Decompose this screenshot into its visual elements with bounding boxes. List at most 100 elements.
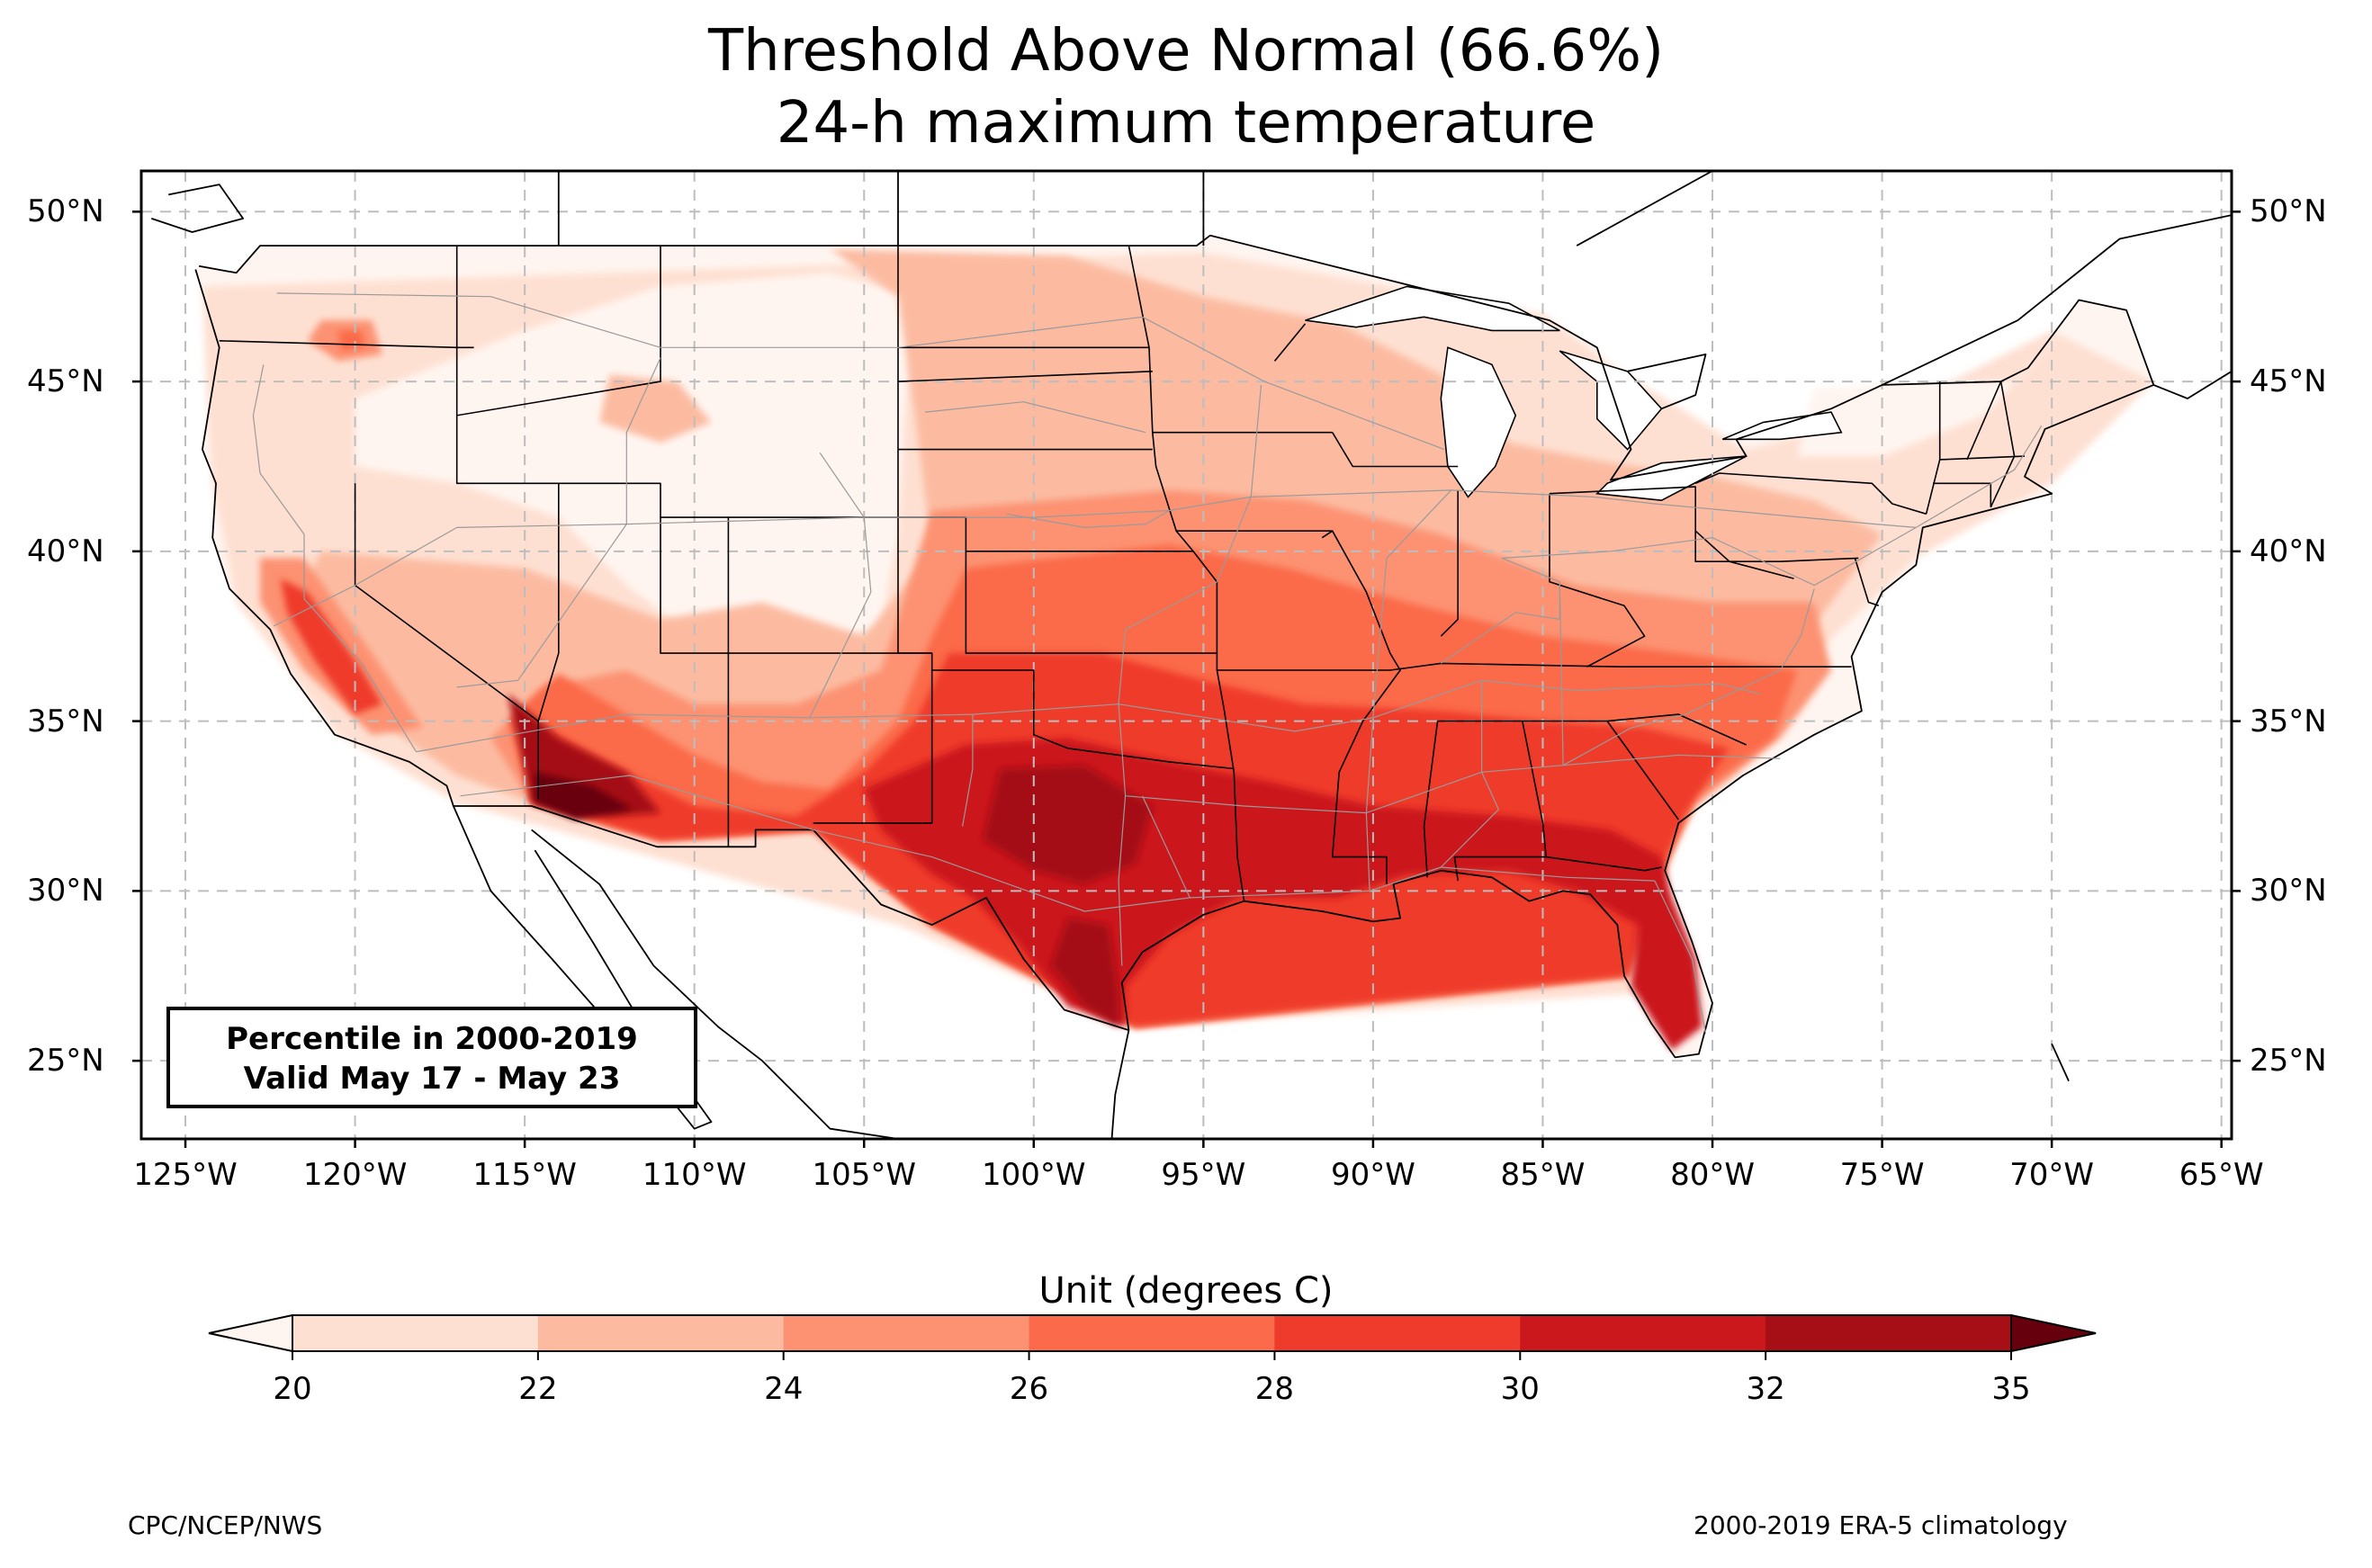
lon-tick-label: 125°W: [133, 1157, 238, 1193]
state-border: [354, 483, 540, 800]
highway-line: [416, 679, 1760, 753]
colorbar-tick-label: 35: [1991, 1371, 2031, 1407]
fill-below-20-northeast: [1797, 307, 2086, 457]
lon-tick-label: 90°W: [1330, 1157, 1415, 1193]
highway-line: [1118, 384, 1262, 966]
state-border: [1694, 530, 1794, 579]
colorbar-tick-label: 32: [1746, 1371, 1785, 1407]
lat-tick-label-right: 45°N: [2250, 363, 2327, 400]
lat-tick-label-right: 35°N: [2250, 703, 2327, 739]
highway-line: [1006, 509, 1170, 529]
lon-tick-label: 105°W: [812, 1157, 916, 1193]
state-border: [1854, 558, 1880, 607]
colorbar-swatch: [1520, 1315, 1766, 1351]
fill-26-28-washington: [337, 330, 365, 352]
map-frame: [139, 169, 2233, 1141]
colorbar-over-arrow: [2010, 1313, 2097, 1353]
colorbar-tick-label: 26: [1009, 1371, 1049, 1407]
colorbar-tick-label: 30: [1500, 1371, 1540, 1407]
colorbar-tick-label: 22: [518, 1371, 558, 1407]
highway-line: [1654, 880, 1707, 1035]
fill-32-35-west-texas: [983, 765, 1153, 884]
state-border: [1606, 721, 1679, 820]
lat-tick-label-left: 40°N: [27, 533, 104, 569]
state-border: [727, 517, 932, 654]
highway-line: [962, 714, 974, 827]
state-border: [1966, 381, 2002, 461]
state-border: [1437, 713, 1748, 746]
credit-left: CPC/NCEP/NWS: [128, 1510, 323, 1540]
title-line-1: Threshold Above Normal (66.6%): [707, 18, 1665, 85]
state-border: [219, 340, 474, 349]
lon-tick-label: 100°W: [982, 1157, 1086, 1193]
lat-tick-label-left: 35°N: [27, 703, 104, 739]
highway-line: [925, 401, 1146, 434]
state-border: [537, 483, 560, 721]
colorbar-swatch: [1029, 1315, 1275, 1351]
fill-28-30-california: [280, 578, 382, 715]
lat-lon-gridlines: [141, 171, 2232, 1139]
lon-tick-label: 115°W: [472, 1157, 577, 1193]
state-border: [1546, 856, 1662, 872]
colorbar: [208, 1313, 2097, 1360]
lat-tick-label-left: 50°N: [27, 193, 104, 230]
lon-tick-label: 95°W: [1161, 1157, 1246, 1193]
state-border: [1332, 432, 1459, 468]
georgian-bay: [1627, 353, 1707, 410]
mexico-gulf-coast: [1110, 1030, 1130, 1139]
fill-32-35-south-texas: [1050, 918, 1119, 1027]
credit-right: 2000-2019 ERA-5 climatology: [1694, 1510, 2068, 1540]
state-border: [1273, 323, 1307, 362]
colorbar-swatch: [537, 1315, 785, 1351]
colorbar-tick-label: 24: [764, 1371, 804, 1407]
colorbar-swatch: [1766, 1315, 2012, 1351]
state-border: [455, 246, 1193, 552]
lake-ontario: [1721, 411, 1843, 441]
lon-tick-label: 110°W: [642, 1157, 747, 1193]
colorbar-frame: [292, 1314, 2012, 1352]
lon-tick-label: 85°W: [1500, 1157, 1586, 1193]
state-border: [1440, 489, 1459, 637]
colorbar-swatch: [783, 1315, 1030, 1351]
state-border: [1128, 245, 1245, 901]
colorbar-under-arrow: [208, 1313, 293, 1353]
validity-annotation-box: Percentile in 2000-2019 Valid May 17 - M…: [166, 1007, 697, 1108]
colorbar-tick-label: 28: [1254, 1371, 1295, 1407]
state-border: [1423, 721, 1439, 878]
st-lawrence-river: [1882, 214, 2232, 386]
lat-tick-label-right: 30°N: [2250, 873, 2327, 909]
tick-marks: [132, 211, 2241, 1148]
highway-line: [1440, 680, 1500, 868]
state-border: [897, 371, 1153, 382]
lake-michigan: [1440, 346, 1517, 498]
highway-line: [456, 357, 661, 688]
highway-line: [1562, 588, 1815, 766]
lat-tick-label-right: 40°N: [2250, 533, 2327, 569]
baja-california-coast: [453, 805, 713, 1130]
fill-22-24-snake-river: [599, 374, 712, 443]
highway-line: [1365, 489, 1452, 892]
colorbar-swatch: [1274, 1315, 1521, 1351]
lon-tick-label: 75°W: [1839, 1157, 1925, 1193]
state-border: [1217, 662, 1852, 671]
state-border: [1694, 472, 1927, 515]
boundary-lines: [151, 171, 2232, 1139]
ontario-north-border: [1576, 171, 1713, 246]
state-border: [1549, 486, 1859, 563]
highway-line: [1501, 425, 2043, 766]
annotation-line-1: Percentile in 2000-2019: [226, 1021, 638, 1057]
vancouver-island: [151, 184, 245, 233]
bay-of-fundy: [2152, 371, 2232, 399]
title-line-2: 24-h maximum temperature: [776, 90, 1596, 157]
lat-tick-label-left: 45°N: [27, 363, 104, 400]
state-border: [1549, 493, 1646, 668]
lat-tick-label-right: 50°N: [2250, 193, 2327, 230]
lon-tick-label: 120°W: [302, 1157, 408, 1193]
colorbar-label: Unit (degrees C): [1038, 1270, 1334, 1312]
lon-tick-label: 80°W: [1670, 1157, 1755, 1193]
lon-tick-label: 65°W: [2179, 1157, 2264, 1193]
colorbar-tick-label: 20: [273, 1371, 312, 1407]
state-border: [456, 246, 661, 417]
